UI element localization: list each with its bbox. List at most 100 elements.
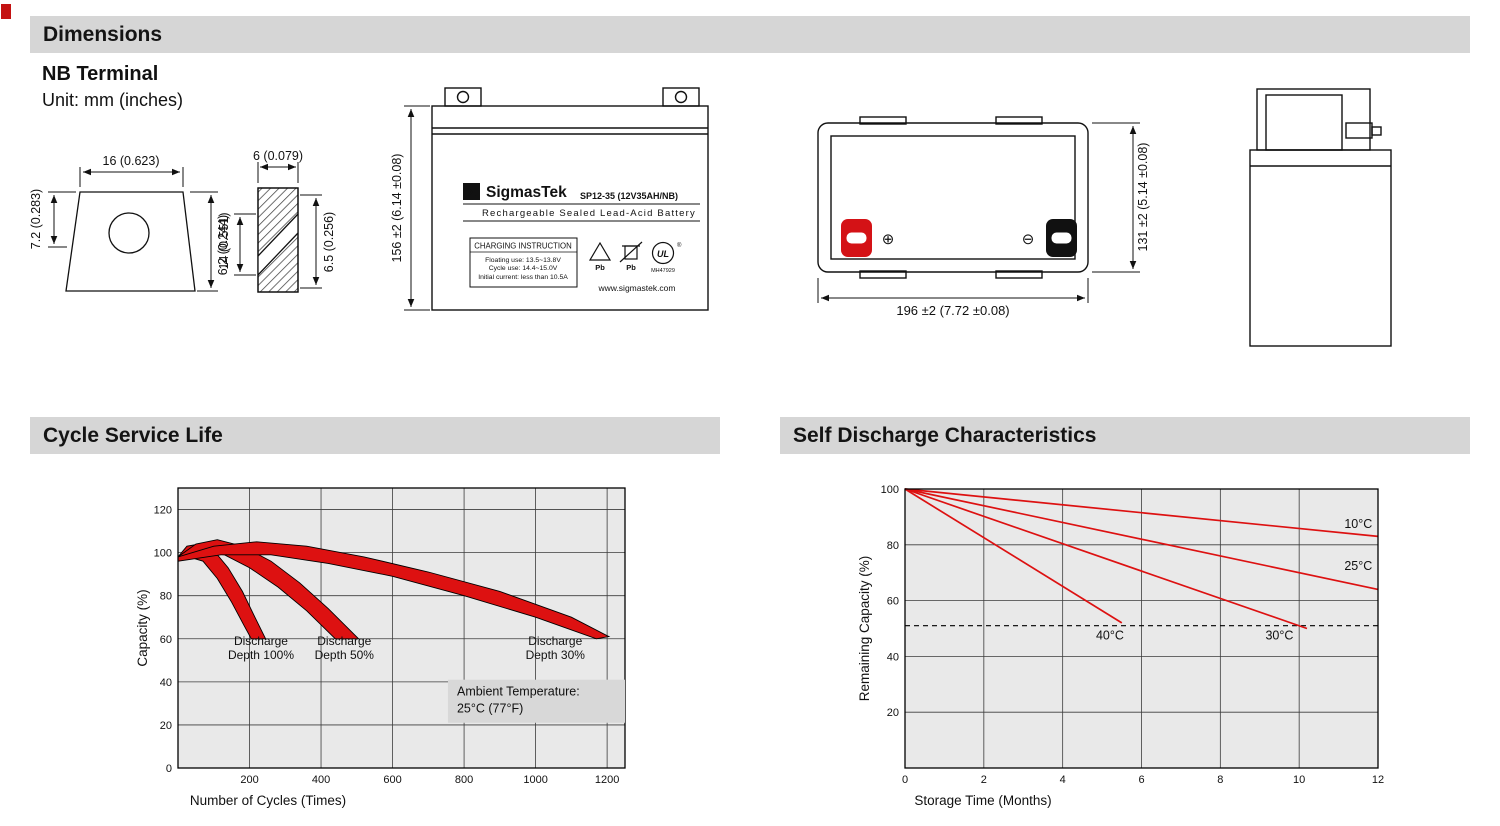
x-tick-label: 2 (981, 774, 987, 786)
band-label: Discharge (528, 634, 582, 648)
pb-recycle-label: Pb (595, 263, 605, 272)
unit-note: Unit: mm (inches) (42, 90, 184, 110)
y-tick-label: 60 (160, 634, 172, 646)
chart-series-line (904, 488, 1308, 630)
x-tick-label: 4 (1060, 774, 1066, 786)
pb-trash-label: Pb (626, 263, 636, 272)
band-label: Discharge (317, 634, 371, 648)
nb-terminal-front-drawing (65, 191, 196, 292)
section-header-cycle-service-life: Cycle Service Life (30, 417, 720, 454)
dim-front-height: 156 ±2 (6.14 ±0.08) (390, 154, 404, 263)
y-tick-label: 80 (887, 540, 899, 552)
positive-terminal-slot (846, 232, 867, 244)
chart-series-line (904, 488, 1379, 591)
charts: 200 400 600 800 1000 1200020406080100120Disch… (135, 484, 1384, 808)
battery-top-dimension-lines (817, 122, 1140, 303)
brand-name: SigmasTek (486, 184, 567, 201)
annotation-text: 25°C (77°F) (457, 702, 523, 716)
y-tick-label: 0 (166, 763, 172, 775)
x-tick-label: 1200 (595, 774, 619, 786)
chart-band (177, 541, 611, 640)
battery-type-line: Rechargeable Sealed Lead-Acid Battery (482, 208, 696, 219)
section-header-self-discharge: Self Discharge Characteristics (780, 417, 1470, 454)
x-tick-label: 600 (383, 774, 401, 786)
series-label: 25°C (1344, 559, 1372, 573)
dim-top-width: 196 ±2 (7.72 ±0.08) (896, 303, 1009, 318)
x-tick-label: 400 (312, 774, 330, 786)
battery-label: Σ SigmasTek SP12-35 (12V35AH/NB) Recharg… (463, 183, 700, 293)
band-label: Depth 100% (228, 648, 294, 662)
y-tick-label: 120 (154, 505, 172, 517)
band-label: Depth 30% (526, 648, 586, 662)
series-label: 30°C (1265, 629, 1293, 643)
charging-line-1: Floating use: 13.5~13.8V (485, 257, 561, 264)
x-tick-label: 800 (455, 774, 473, 786)
y-tick-label: 100 (881, 484, 899, 496)
nb-terminal-section-dimension-lines (234, 162, 322, 289)
negative-terminal-slot (1051, 232, 1072, 244)
series-label: 10°C (1344, 517, 1372, 531)
model-label: SP12-35 (12V35AH/NB) (580, 191, 678, 201)
band-label: Discharge (234, 634, 288, 648)
band-label: Depth 50% (315, 648, 375, 662)
y-axis-title: Capacity (%) (135, 589, 150, 666)
charging-title: CHARGING INSTRUCTION (474, 242, 571, 251)
y-tick-label: 80 (160, 591, 172, 603)
cycle-service-life-chart: 200 400 600 800 1000 1200 0 20 40 60 80 100 120 Disch… (135, 487, 626, 808)
battery-top-view (817, 116, 1089, 279)
pb-trash-icon (619, 241, 643, 263)
x-tick-label: 8 (1217, 774, 1223, 786)
annotation-box (447, 679, 625, 723)
dim-top-depth: 131 ±2 (5.14 ±0.08) (1136, 143, 1150, 252)
charging-line-2: Cycle use: 14.4~15.0V (489, 265, 558, 272)
cycle-section-title: Cycle Service Life (43, 423, 223, 447)
y-tick-label: 100 (154, 548, 172, 560)
y-tick-label: 40 (887, 651, 899, 663)
y-tick-label: 20 (160, 720, 172, 732)
chart-series-line (904, 488, 1123, 624)
battery-front-dimension-lines (404, 105, 430, 311)
charging-line-3: Initial current: less than 10.5A (478, 274, 568, 281)
y-axis-title: Remaining Capacity (%) (857, 556, 872, 702)
self-discharge-chart: 10°C 25°C 30°C 40°C 0 2 4 6 8 10 12 20 40 60 80 100 Stor… (857, 484, 1384, 808)
terminal-type-label: NB Terminal (42, 63, 159, 85)
charging-instruction-box (469, 237, 578, 288)
positive-polarity-mark: ⊕ (882, 231, 895, 248)
ul-icon (651, 241, 675, 265)
battery-side-view (1249, 88, 1392, 347)
x-axis-title: Storage Time (Months) (914, 793, 1051, 808)
x-axis-title: Number of Cycles (Times) (190, 793, 346, 808)
dimension-drawings: 16 (0.623) 7.2 (0.283) 14 (0.551) 6 (0.0… (29, 87, 1392, 347)
dim-terminal-pad-height: 7.2 (0.283) (29, 189, 43, 249)
website: www.sigmastek.com (598, 283, 676, 293)
dim-section-width: 6 (0.079) (253, 149, 303, 163)
dim-section-outer: 6.5 (0.256) (322, 212, 336, 272)
corner-red-mark (1, 4, 11, 19)
pb-recycle-icon (588, 241, 612, 261)
x-tick-label: 200 (240, 774, 258, 786)
negative-polarity-mark: ⊖ (1022, 231, 1035, 248)
dim-terminal-height: 14 (0.551) (217, 213, 231, 270)
dim-terminal-width: 16 (0.623) (103, 154, 160, 168)
dim-section-inner: 6.2 (0.244) (216, 215, 230, 275)
chart-series-line (904, 488, 1379, 538)
sigma-logo-icon (463, 183, 480, 200)
section-header-dimensions: Dimensions (30, 16, 1470, 53)
x-tick-label: 0 (902, 774, 908, 786)
y-tick-label: 20 (887, 707, 899, 719)
annotation-text: Ambient Temperature: (457, 685, 580, 699)
y-tick-label: 40 (160, 677, 172, 689)
ul-mark: UL (657, 249, 669, 259)
y-tick-label: 60 (887, 596, 899, 608)
ul-registered-mark: ® (677, 242, 682, 249)
nb-terminal-front-dimension-lines (48, 167, 218, 292)
section-title: Dimensions (43, 22, 163, 46)
nb-terminal-section-drawing (257, 187, 299, 293)
x-tick-label: 1000 (523, 774, 547, 786)
sigma-glyph: Σ (468, 185, 476, 200)
series-label: 40°C (1096, 629, 1124, 643)
self-discharge-section-title: Self Discharge Characteristics (793, 423, 1097, 447)
x-tick-label: 10 (1293, 774, 1305, 786)
x-tick-label: 12 (1372, 774, 1384, 786)
x-tick-label: 6 (1138, 774, 1144, 786)
